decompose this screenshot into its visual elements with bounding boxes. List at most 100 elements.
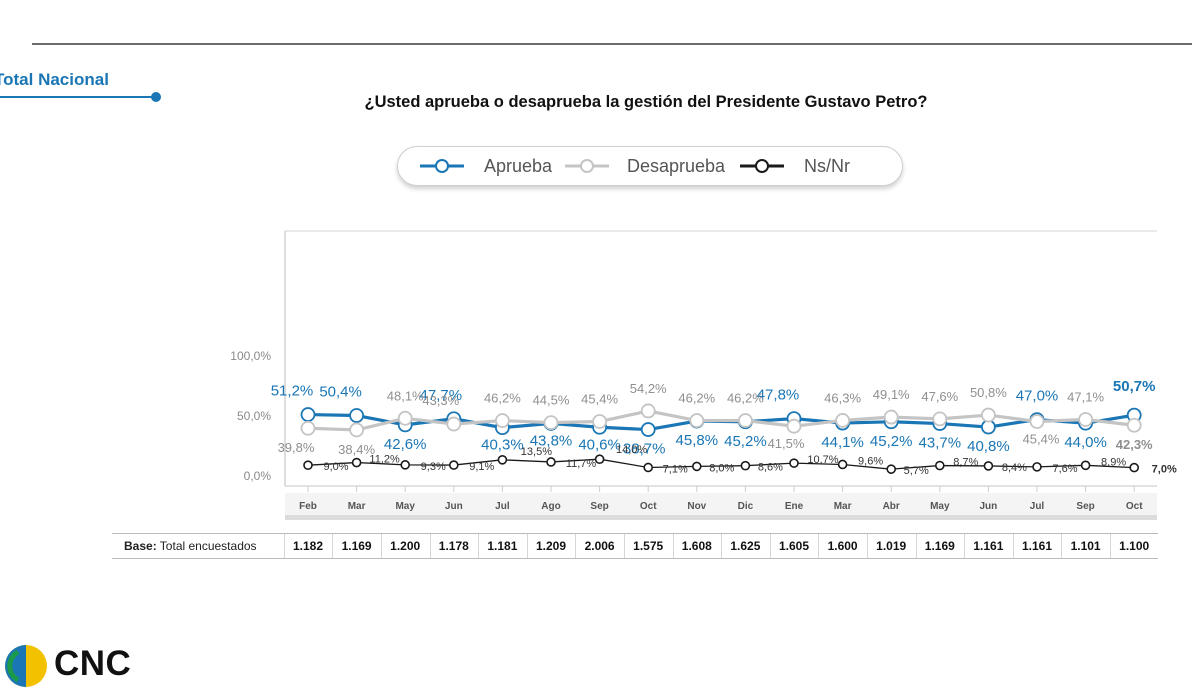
- data-label-desaprueba: 45,4%: [1023, 432, 1060, 447]
- data-label-nsnr: 5,7%: [904, 465, 929, 477]
- legend-key-desaprueba: [565, 159, 609, 173]
- data-point-desaprueba: [494, 413, 510, 428]
- data-label-aprueba: 45,2%: [870, 433, 913, 450]
- data-label-nsnr: 7,6%: [1052, 463, 1077, 475]
- cnc-logo: CNC: [4, 642, 144, 688]
- legend-label-nsnr: Ns/Nr: [804, 156, 850, 176]
- data-label-nsnr: 9,6%: [858, 455, 883, 467]
- x-tick-label: Ene: [785, 501, 804, 512]
- data-label-nsnr: 8,6%: [758, 462, 783, 474]
- base-separator: [1061, 534, 1063, 558]
- data-point-nsnr: [497, 454, 508, 465]
- base-row: Base: Total encuestados 1.182 1.169 1.200 1…: [112, 533, 1158, 559]
- base-value: 1.608: [681, 539, 712, 553]
- data-label-desaprueba: 49,1%: [873, 387, 910, 402]
- data-label-desaprueba: 44,5%: [533, 393, 570, 408]
- section-underline: [0, 96, 153, 98]
- x-tick-label: Mar: [834, 501, 852, 512]
- data-point-desaprueba: [689, 413, 705, 428]
- x-tick-label: Sep: [590, 501, 608, 512]
- base-separator: [380, 534, 382, 558]
- base-value: 2.006: [584, 539, 615, 553]
- data-point-nsnr: [837, 459, 848, 470]
- base-separator: [769, 534, 771, 558]
- data-label-desaprueba: 50,8%: [970, 385, 1007, 400]
- x-tick-label: Feb: [299, 501, 317, 512]
- data-label-nsnr: 14,0%: [616, 444, 647, 456]
- data-label-aprueba: 47,8%: [757, 387, 800, 404]
- data-point-nsnr: [691, 461, 702, 472]
- data-label-desaprueba: 42,3%: [1116, 437, 1153, 452]
- x-tick-label: Dic: [738, 501, 754, 512]
- data-label-desaprueba: 47,1%: [1067, 389, 1104, 404]
- data-point-desaprueba: [592, 414, 607, 429]
- data-point-aprueba: [981, 419, 996, 435]
- base-value: 1.605: [778, 539, 810, 553]
- data-label-desaprueba: 46,2%: [484, 391, 521, 406]
- data-label-desaprueba: 54,2%: [630, 381, 667, 396]
- data-point-desaprueba: [543, 415, 559, 431]
- base-value: 1.169: [924, 539, 955, 553]
- data-label-aprueba: 44,0%: [1064, 434, 1107, 451]
- data-label-aprueba: 47,0%: [1016, 388, 1059, 405]
- data-label-nsnr: 7,1%: [663, 463, 688, 475]
- base-separator: [964, 534, 966, 558]
- data-point-desaprueba: [835, 413, 850, 428]
- data-point-nsnr: [983, 461, 994, 471]
- data-point-desaprueba: [397, 410, 413, 426]
- base-label: Base: Total encuestados: [124, 539, 257, 553]
- x-tick-label: Jun: [445, 501, 463, 512]
- data-point-nsnr: [643, 462, 654, 473]
- base-separator: [332, 534, 334, 558]
- data-label-aprueba: 50,7%: [1113, 378, 1156, 395]
- data-label-aprueba: 43,7%: [919, 435, 962, 452]
- base-value: 1.178: [438, 539, 469, 553]
- base-value: 1.100: [1119, 539, 1150, 553]
- base-value: 1.161: [973, 539, 1004, 553]
- x-tick-label: Oct: [640, 501, 657, 512]
- x-tick-label: Nov: [687, 501, 706, 512]
- x-tick-label: Abr: [883, 501, 900, 512]
- legend-label-aprueba: Aprueba: [484, 156, 553, 176]
- base-value: 1.019: [876, 539, 907, 553]
- x-tick-label: Sep: [1076, 501, 1094, 512]
- base-value: 1.200: [390, 539, 421, 553]
- base-separator: [721, 534, 723, 558]
- data-label-desaprueba: 46,2%: [727, 391, 764, 406]
- data-point-desaprueba: [738, 413, 753, 428]
- x-axis-band: [285, 493, 1157, 518]
- base-separator: [478, 534, 480, 558]
- data-label-aprueba: 47,7%: [420, 387, 463, 404]
- series-desaprueba: 39,8% 38,4% 48,1%43,3% 46,2% 44,5% 45,4% 54,2%…: [278, 381, 1154, 457]
- data-label-desaprueba: 38,4%: [338, 442, 375, 457]
- data-point-nsnr: [1129, 462, 1139, 473]
- legend-key-aprueba: [420, 159, 464, 173]
- data-point-desaprueba: [446, 416, 462, 432]
- data-point-aprueba: [349, 408, 365, 423]
- data-point-desaprueba: [981, 407, 996, 423]
- data-label-aprueba: 44,1%: [821, 434, 864, 451]
- base-value: 1.625: [730, 539, 761, 553]
- data-point-aprueba: [300, 407, 316, 422]
- series-line-nsnr: [307, 458, 1135, 470]
- base-value: 1.575: [633, 539, 664, 553]
- data-label-nsnr: 8,4%: [1002, 462, 1027, 474]
- data-point-nsnr: [594, 454, 605, 465]
- y-tick-label: 50,0%: [237, 409, 271, 423]
- data-label-aprueba: 43,8%: [530, 432, 573, 449]
- top-rule: [32, 43, 1192, 45]
- data-label-desaprueba: 43,3%: [422, 393, 459, 408]
- chart-legend: Aprueba Desaprueba Ns/Nr: [397, 146, 903, 186]
- data-point-nsnr: [351, 457, 362, 468]
- data-point-desaprueba: [786, 418, 802, 434]
- data-label-aprueba: 40,8%: [967, 438, 1010, 455]
- base-separator: [575, 534, 577, 558]
- data-label-desaprueba: 41,5%: [768, 436, 805, 451]
- data-label-aprueba: 45,8%: [676, 432, 719, 449]
- data-label-aprueba: 38,7%: [623, 441, 666, 458]
- x-tick-label: May: [395, 501, 415, 512]
- chart-title: ¿Usted aprueba o desaprueba la gestión d…: [364, 93, 928, 111]
- data-label-desaprueba: 46,2%: [678, 391, 715, 406]
- data-label-desaprueba: 39,8%: [278, 440, 315, 455]
- base-separator: [915, 534, 917, 558]
